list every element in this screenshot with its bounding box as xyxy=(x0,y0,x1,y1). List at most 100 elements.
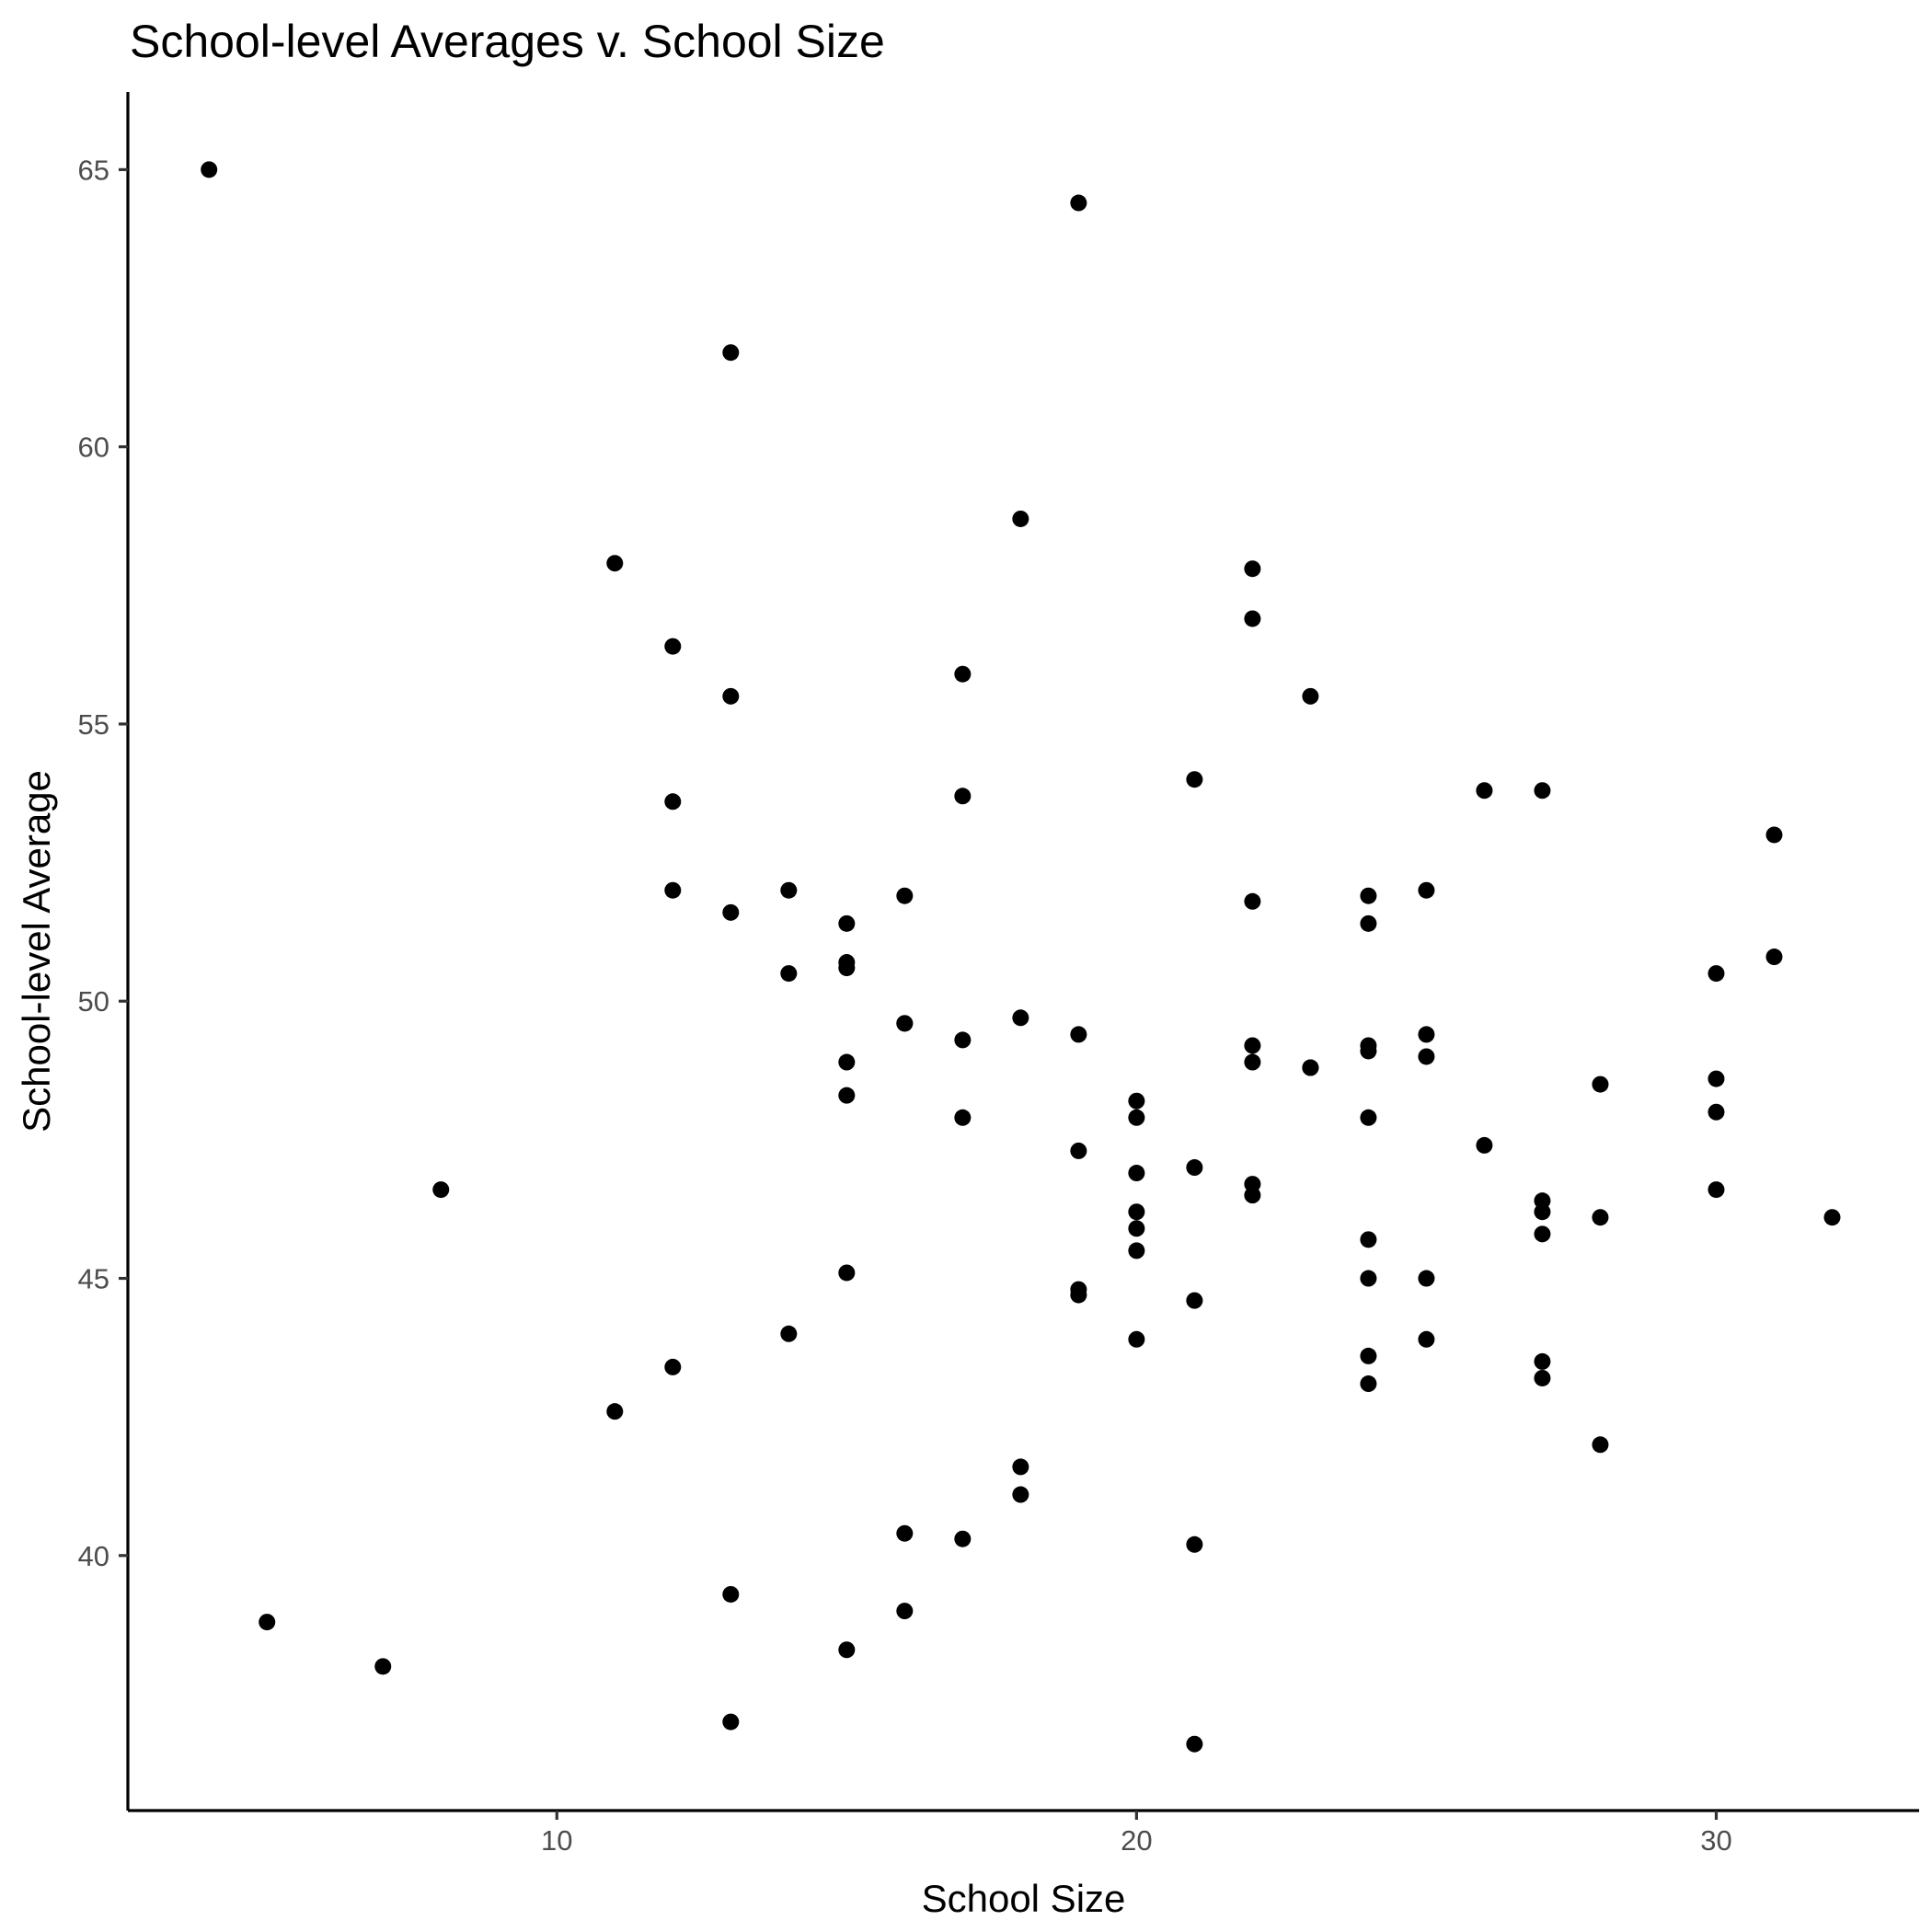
data-point xyxy=(838,960,856,977)
y-tick-label: 65 xyxy=(78,154,109,186)
data-point xyxy=(1302,687,1319,705)
data-point xyxy=(1534,1352,1551,1370)
data-point xyxy=(1708,1103,1725,1121)
data-point xyxy=(1070,1286,1087,1304)
data-point xyxy=(1360,1375,1377,1393)
data-point xyxy=(1360,1270,1377,1287)
y-axis-ticks: 40 45 50 55 60 65 xyxy=(78,154,128,1572)
data-point xyxy=(1534,1225,1551,1243)
data-point xyxy=(1418,1048,1435,1065)
data-point xyxy=(1070,194,1087,212)
data-point xyxy=(780,965,798,983)
data-point xyxy=(1592,1209,1609,1226)
data-point xyxy=(664,1358,682,1375)
data-point xyxy=(954,1031,972,1049)
data-point xyxy=(1360,1231,1377,1248)
data-point xyxy=(838,1053,856,1071)
data-point xyxy=(1012,510,1029,527)
data-point xyxy=(1534,782,1551,799)
data-point xyxy=(1070,1142,1087,1159)
data-point xyxy=(896,1603,914,1620)
data-point xyxy=(1418,1026,1435,1043)
data-point xyxy=(1534,1369,1551,1386)
data-point xyxy=(954,665,972,683)
data-point xyxy=(1186,771,1203,788)
data-point xyxy=(1012,1486,1029,1503)
data-point xyxy=(201,161,218,178)
data-point xyxy=(1823,1209,1841,1226)
data-point xyxy=(1476,782,1493,799)
data-point xyxy=(954,788,972,805)
data-point xyxy=(1418,1270,1435,1287)
data-point xyxy=(780,1325,798,1342)
data-point xyxy=(838,914,856,932)
data-point xyxy=(259,1614,276,1631)
data-point xyxy=(954,1530,972,1547)
data-point xyxy=(1012,1458,1029,1476)
data-point xyxy=(1592,1075,1609,1093)
data-point xyxy=(1186,1292,1203,1309)
y-tick-label: 55 xyxy=(78,708,109,741)
data-point xyxy=(722,903,740,921)
data-point xyxy=(1012,1009,1029,1027)
data-point xyxy=(1360,914,1377,932)
data-point xyxy=(1128,1220,1145,1237)
data-point xyxy=(896,1524,914,1542)
data-point xyxy=(1418,1330,1435,1348)
data-point xyxy=(1186,1159,1203,1177)
data-point xyxy=(374,1658,392,1675)
data-point xyxy=(1128,1109,1145,1126)
data-point xyxy=(1244,610,1261,627)
y-tick-label: 60 xyxy=(78,431,109,464)
data-point xyxy=(1128,1330,1145,1348)
data-point xyxy=(1128,1203,1145,1221)
data-point xyxy=(1244,560,1261,578)
data-point xyxy=(664,881,682,899)
x-tick-label: 30 xyxy=(1700,1824,1731,1857)
data-point xyxy=(1765,826,1783,844)
y-tick-label: 50 xyxy=(78,985,109,1018)
data-point xyxy=(1708,1070,1725,1087)
data-point xyxy=(1418,881,1435,899)
data-point xyxy=(1360,1347,1377,1364)
data-point xyxy=(1186,1735,1203,1753)
data-point xyxy=(780,881,798,899)
data-point xyxy=(1476,1136,1493,1154)
data-point xyxy=(722,687,740,705)
data-point xyxy=(1708,965,1725,983)
data-point xyxy=(664,638,682,655)
data-point xyxy=(1128,1242,1145,1259)
data-point xyxy=(1186,1535,1203,1553)
data-point xyxy=(606,1403,624,1420)
data-point xyxy=(896,887,914,904)
data-point xyxy=(1708,1181,1725,1199)
data-point xyxy=(722,1713,740,1731)
data-point xyxy=(838,1264,856,1282)
data-point xyxy=(1244,1037,1261,1054)
data-point xyxy=(722,344,740,362)
data-point xyxy=(1244,892,1261,910)
data-point xyxy=(1128,1092,1145,1110)
data-point xyxy=(1360,887,1377,904)
data-point xyxy=(1302,1059,1319,1076)
data-point xyxy=(1128,1165,1145,1182)
data-point xyxy=(1534,1203,1551,1221)
x-axis-ticks: 10 20 30 xyxy=(541,1811,1732,1857)
x-axis-title: School Size xyxy=(922,1877,1126,1920)
chart-title: School-level Averages v. School Size xyxy=(130,16,885,67)
data-point xyxy=(1592,1436,1609,1454)
data-point xyxy=(838,1087,856,1104)
data-point xyxy=(954,1109,972,1126)
y-axis-title: School-level Average xyxy=(15,770,58,1133)
data-point xyxy=(1360,1109,1377,1126)
y-tick-label: 40 xyxy=(78,1540,109,1572)
x-tick-label: 10 xyxy=(541,1824,572,1857)
data-point xyxy=(838,1641,856,1659)
data-point xyxy=(664,793,682,811)
points-layer xyxy=(201,161,1841,1753)
y-tick-label: 45 xyxy=(78,1263,109,1295)
data-point xyxy=(1244,1053,1261,1071)
data-point xyxy=(722,1585,740,1603)
data-point xyxy=(896,1015,914,1032)
